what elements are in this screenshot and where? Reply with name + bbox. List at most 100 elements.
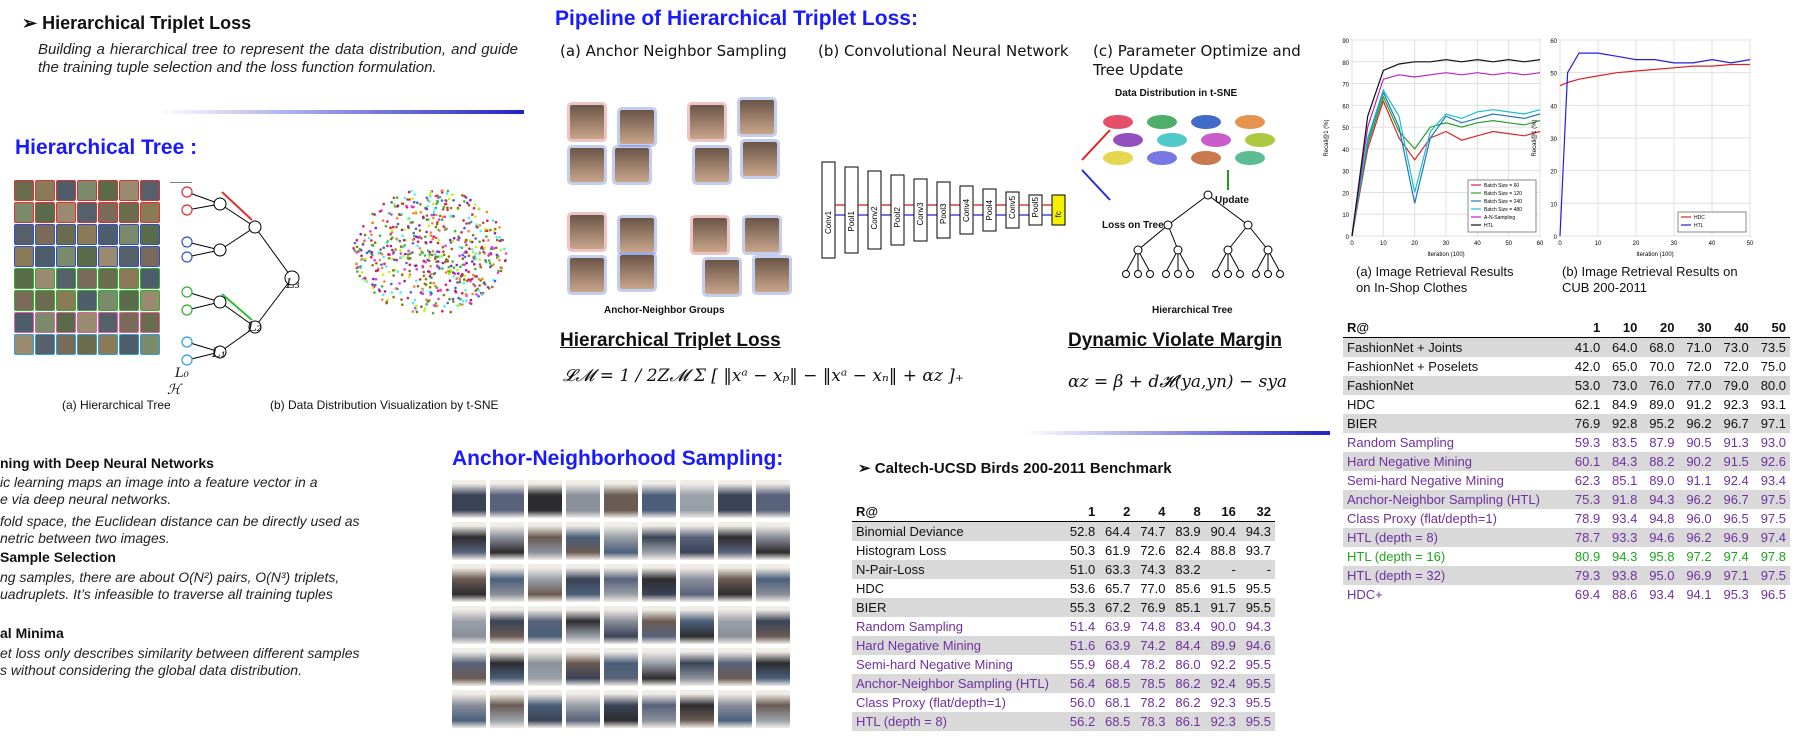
face-thumbnail xyxy=(615,148,649,182)
tsne-point xyxy=(406,296,410,300)
clothing-thumbnail xyxy=(452,564,486,602)
tsne-point xyxy=(425,214,429,217)
bird-thumbnail xyxy=(56,290,76,311)
tsne-point xyxy=(485,210,489,214)
recall-value-cell: 77.0 xyxy=(1678,376,1716,395)
tsne-point xyxy=(374,269,378,273)
tsne-point xyxy=(461,194,464,197)
bird-thumbnail xyxy=(140,224,160,245)
tsne-point xyxy=(361,258,364,261)
tsne-point xyxy=(478,207,481,210)
clothing-thumbnail xyxy=(566,648,600,686)
tsne-point xyxy=(456,276,460,279)
table-row: Class Proxy (flat/depth=1) 56.0 68.1 78.2 86… xyxy=(852,693,1275,712)
tsne-point xyxy=(462,281,466,285)
clothing-thumbnail xyxy=(680,564,714,602)
recall-value-cell: 92.4 xyxy=(1723,473,1749,488)
inshop-header-cell: 40 xyxy=(1715,318,1753,338)
bird-thumbnail xyxy=(14,202,34,223)
bird-thumbnail xyxy=(140,268,160,289)
tsne-point xyxy=(461,272,464,276)
tsne-point xyxy=(429,195,432,198)
tsne-point xyxy=(428,285,432,289)
recall-value-cell: 97.1 xyxy=(1715,566,1753,585)
tsne-point xyxy=(429,240,433,244)
y-tick-label: 10 xyxy=(1342,213,1349,219)
tree-leaf-node xyxy=(1134,270,1142,278)
legend-entry: Batch Size = 60 xyxy=(1484,183,1519,189)
tsne-point xyxy=(427,224,431,228)
tsne-point xyxy=(384,225,388,228)
tsne-point xyxy=(485,235,488,238)
tsne-point xyxy=(483,283,487,286)
tsne-point xyxy=(392,274,395,277)
tsne-point xyxy=(488,252,491,256)
tsne-point xyxy=(487,259,491,262)
tsne-point xyxy=(436,265,439,269)
tree-leaf-node xyxy=(1146,270,1154,278)
y-tick-label: 0 xyxy=(1554,235,1558,241)
cnn-layer-label: Pool3 xyxy=(939,203,948,224)
tsne-point xyxy=(435,222,439,226)
clothing-thumbnail xyxy=(528,606,562,644)
tsne-point xyxy=(412,285,416,288)
recall-value-cell: 95.5 xyxy=(1239,598,1275,617)
tsne-point xyxy=(405,261,408,265)
tsne-point xyxy=(428,253,431,256)
y-tick-label: 30 xyxy=(1550,137,1557,143)
bird-thumbnail xyxy=(77,202,97,223)
tsne-point xyxy=(362,225,365,228)
clothing-thumbnail xyxy=(642,648,676,686)
tsne-point xyxy=(383,290,387,293)
recall-value-cell: 91.8 xyxy=(1604,490,1642,509)
tsne-point xyxy=(436,220,439,224)
tree-node-l2 xyxy=(248,220,262,234)
tree-leaf-node xyxy=(1224,270,1232,278)
tsne-point xyxy=(458,280,462,284)
clothing-thumbnail xyxy=(680,690,714,728)
tsne-point xyxy=(421,264,424,268)
recall-value-cell: 74.8 xyxy=(1140,619,1166,634)
method-name-cell: Anchor-Neighbor Sampling (HTL) xyxy=(852,674,1065,693)
recall-value-cell: 87.9 xyxy=(1649,435,1675,450)
tsne-point xyxy=(396,204,400,207)
recall-value-cell: 61.9 xyxy=(1105,543,1131,558)
bird-thumbnail xyxy=(14,224,34,245)
tsne-point xyxy=(421,289,425,292)
tsne-point xyxy=(403,279,406,283)
recall-value-cell: 91.1 xyxy=(1686,473,1712,488)
tsne-point xyxy=(475,293,478,296)
cnn-layer-block xyxy=(959,185,974,235)
tsne-point xyxy=(435,202,438,206)
x-tick-label: 60 xyxy=(1537,241,1544,247)
cnn-layer-label: Conv5 xyxy=(1008,195,1017,219)
cnn-layer-label: Conv1 xyxy=(824,210,833,234)
tsne-point xyxy=(353,249,356,252)
tsne-point xyxy=(463,200,466,203)
tsne-point xyxy=(396,222,400,226)
tsne-point xyxy=(419,210,423,214)
tsne-point xyxy=(416,201,419,204)
tree-leaf-node xyxy=(181,204,193,216)
tree-label: Hierarchical Tree xyxy=(1152,305,1233,316)
face-thumbnail xyxy=(570,148,604,182)
recall-value-cell: 96.9 xyxy=(1678,566,1716,585)
series-line xyxy=(1351,72,1541,237)
tsne-point xyxy=(422,270,426,274)
tsne-point xyxy=(384,265,388,268)
bird-thumbnail xyxy=(35,334,55,355)
cnn-layer-block xyxy=(821,161,836,259)
recall-value-cell: 95.8 xyxy=(1649,549,1675,564)
method-name-cell: BIER xyxy=(1343,414,1568,433)
recall-value-cell: 92.3 xyxy=(1723,397,1749,412)
tsne-point xyxy=(381,273,385,276)
tsne-point xyxy=(355,270,359,273)
tsne-point xyxy=(435,213,438,217)
tsne-point xyxy=(440,199,444,202)
method-name-cell: Anchor-Neighbor Sampling (HTL) xyxy=(1343,490,1568,509)
recall-value-cell: 80.0 xyxy=(1752,376,1790,395)
bullet-arrow-icon: ➢ xyxy=(22,13,38,33)
tsne-point xyxy=(452,266,456,269)
bird-thumbnail xyxy=(119,268,139,289)
recall-value-cell: 95.5 xyxy=(1245,695,1271,710)
